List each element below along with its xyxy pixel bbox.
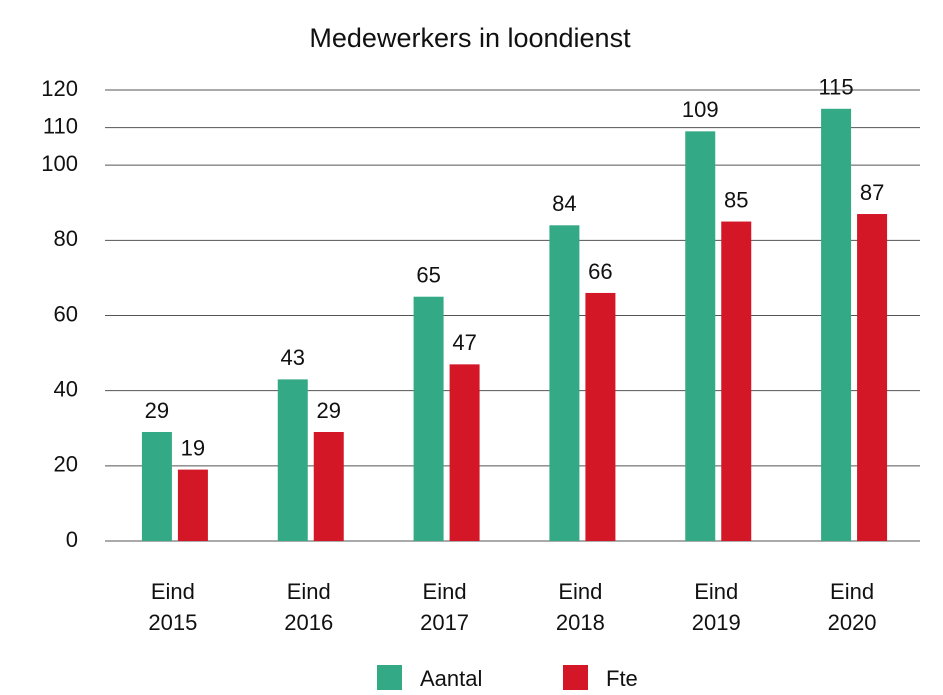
legend-label: Aantal [420,666,482,691]
x-tick-label: Eind 2018 [555,579,605,635]
bar [313,432,344,541]
bar [585,292,616,541]
data-label: 47 [452,330,476,355]
bar [857,214,888,541]
data-label: 43 [281,345,305,370]
x-tick-label: Eind 2015 [148,579,198,635]
y-tick-label: 80 [54,226,78,251]
y-tick-label: 0 [66,527,78,552]
chart-title: Medewerkers in loondienst [309,23,631,53]
data-label: 87 [860,180,884,205]
legend-swatch [377,665,402,690]
bar [821,108,852,542]
x-tick-label: Eind 2017 [420,579,470,635]
x-tick-label: Eind 2019 [691,579,741,635]
bar [549,225,580,542]
y-tick-label: 20 [54,452,78,477]
x-tick-label: Eind 2020 [827,579,877,635]
data-label: 65 [416,263,440,288]
data-label: 115 [819,75,854,100]
data-label: 66 [588,259,612,284]
bar [141,432,172,541]
y-tick-label: 60 [54,301,78,326]
data-label: 29 [317,398,341,423]
data-label: 109 [682,97,719,122]
legend-swatch [563,665,588,690]
y-tick-label: 110 [43,113,78,138]
data-label: 19 [181,435,205,460]
data-label: 84 [552,191,576,216]
y-tick-label: 100 [41,151,78,176]
bar [177,469,208,541]
y-tick-label: 120 [41,76,78,101]
y-tick-label: 40 [54,376,78,401]
bar [721,221,752,541]
legend-label: Fte [606,666,638,691]
data-label: 29 [145,398,169,423]
x-tick-label: Eind 2016 [284,579,334,635]
bar [449,364,480,541]
bar [413,296,444,541]
data-label: 85 [724,187,748,212]
bar [277,379,308,541]
bar [685,131,716,541]
